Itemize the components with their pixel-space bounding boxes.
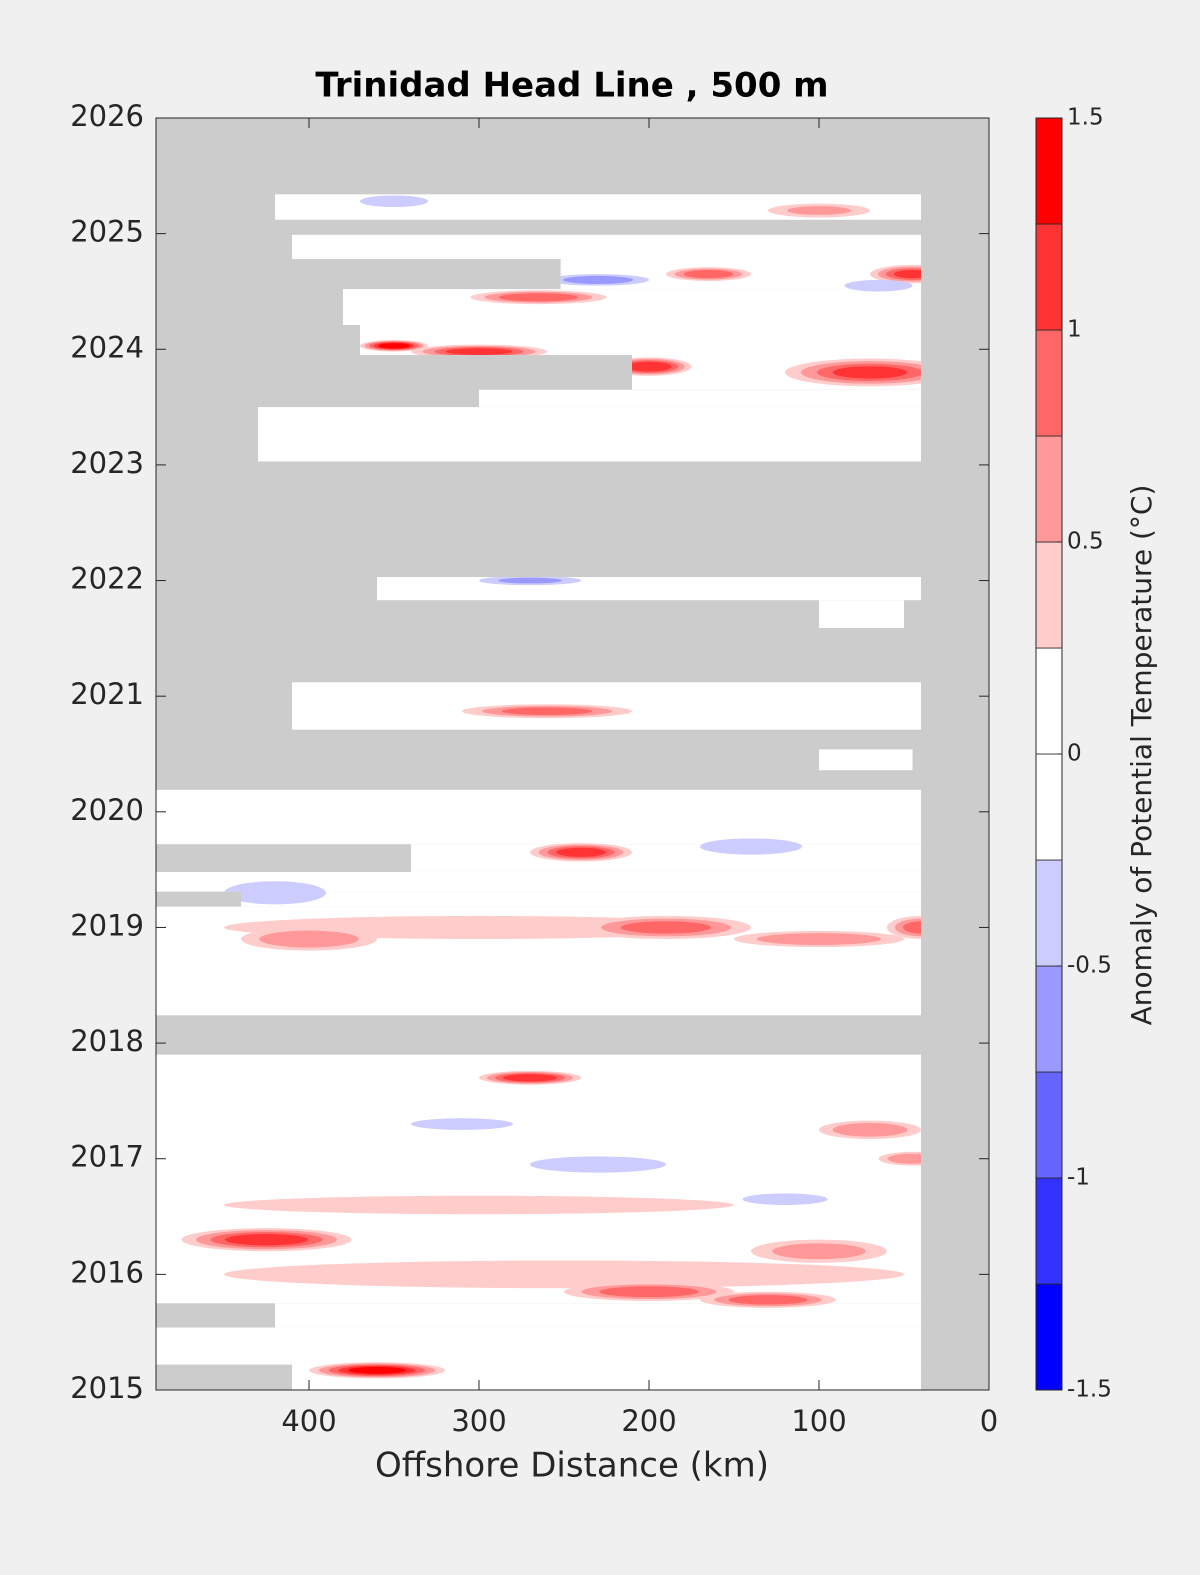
data-coverage [241,891,921,907]
anomaly-contour [599,1286,699,1298]
colorbar-tick-label: 1 [1067,317,1082,343]
anomaly-contour [620,921,712,934]
y-tick-label: 2021 [70,677,144,711]
anomaly-contour [224,1195,734,1215]
x-tick-label: 0 [980,1404,998,1438]
anomaly-contour [683,270,734,279]
data-coverage [156,789,921,845]
data-coverage [156,871,921,892]
y-tick-label: 2020 [70,793,144,827]
colorbar-swatch [1035,1177,1063,1285]
anomaly-contour [378,343,410,349]
data-coverage [156,1327,921,1365]
anomaly-contour [501,707,593,715]
y-tick-label: 2024 [70,330,144,364]
anomaly-contour [894,918,921,937]
anomaly-contour [259,930,359,948]
anomaly-contour [756,933,882,945]
colorbar-swatch [1035,223,1063,331]
anomaly-contour [772,1243,866,1260]
data-coverage [258,407,921,462]
anomaly-contour [498,577,562,584]
anomaly-contour [530,1156,666,1173]
data-coverage [275,1303,921,1328]
anomaly-contour [360,195,428,208]
anomaly-contour [626,361,672,372]
anomaly-contour [742,1193,828,1205]
colorbar-tick-label: -1 [1067,1165,1090,1191]
colorbar-tick-label: -1.5 [1067,1377,1112,1403]
y-tick-label: 2025 [70,215,144,249]
y-tick-label: 2018 [70,1024,144,1058]
x-axis-label: Offshore Distance (km) [375,1446,769,1486]
axes-box [155,117,990,1391]
colorbar-tick-label: 0 [1067,741,1082,767]
y-tick-label: 2023 [70,446,144,480]
x-tick-label: 300 [451,1404,506,1438]
anomaly-field [181,195,921,1379]
anomaly-contour [832,1123,908,1137]
colorbar-swatch [1035,1071,1063,1179]
x-tick-label: 100 [791,1404,846,1438]
colorbar-swatch [1035,541,1063,649]
x-tick-label: 200 [621,1404,676,1438]
anomaly-contour [700,838,802,855]
anomaly-contour [887,1153,921,1164]
y-tick-label: 2022 [70,562,144,596]
colorbar-swatch [1035,117,1063,225]
field [156,194,921,1390]
anomaly-contour [556,847,606,857]
anomaly-contour [902,921,921,934]
colorbar-swatch [1035,647,1063,755]
anomaly-contour [502,1074,558,1082]
colorbar-swatch [1035,1283,1063,1391]
y-tick-label: 2015 [70,1371,144,1405]
anomaly-contour [844,279,913,292]
colorbar-swatch [1035,965,1063,1073]
colorbar-tick-label: -0.5 [1067,953,1112,979]
y-tick-label: 2017 [70,1140,144,1174]
anomaly-contour [224,1260,904,1289]
data-coverage [343,289,921,325]
data-coverage [292,682,921,730]
chart-title: Trinidad Head Line , 500 m [315,66,828,106]
anomaly-contour [832,366,908,379]
anomaly-contour [445,348,513,355]
anomaly-contour [411,1118,513,1130]
anomaly-contour [787,206,851,215]
data-coverage [819,600,904,628]
anomaly-contour [893,270,921,279]
colorbar-swatch [1035,435,1063,543]
data-coverage [411,844,921,872]
y-tick-label: 2026 [70,99,144,133]
anomaly-contour [498,293,579,302]
colorbar-tick-label: 0.5 [1067,529,1104,555]
data-coverage [377,577,921,601]
data-coverage [292,234,921,260]
y-tick-label: 2016 [70,1255,144,1289]
anomaly-contour [224,881,326,905]
anomaly-contour [562,275,634,284]
anomaly-contour [728,1295,808,1305]
data-coverage [819,749,913,771]
data-coverage [479,389,921,408]
colorbar-swatch [1035,329,1063,437]
x-tick-label: 400 [281,1404,336,1438]
anomaly-contour [348,1366,406,1374]
y-tick-label: 2019 [70,908,144,942]
colorbar-tick-label: 1.5 [1067,105,1104,131]
colorbar-swatch [1035,753,1063,861]
colorbar-swatch [1035,859,1063,967]
colorbar-label: Anomaly of Potential Temperature (°C) [1125,485,1158,1026]
anomaly-contour [224,1234,309,1246]
